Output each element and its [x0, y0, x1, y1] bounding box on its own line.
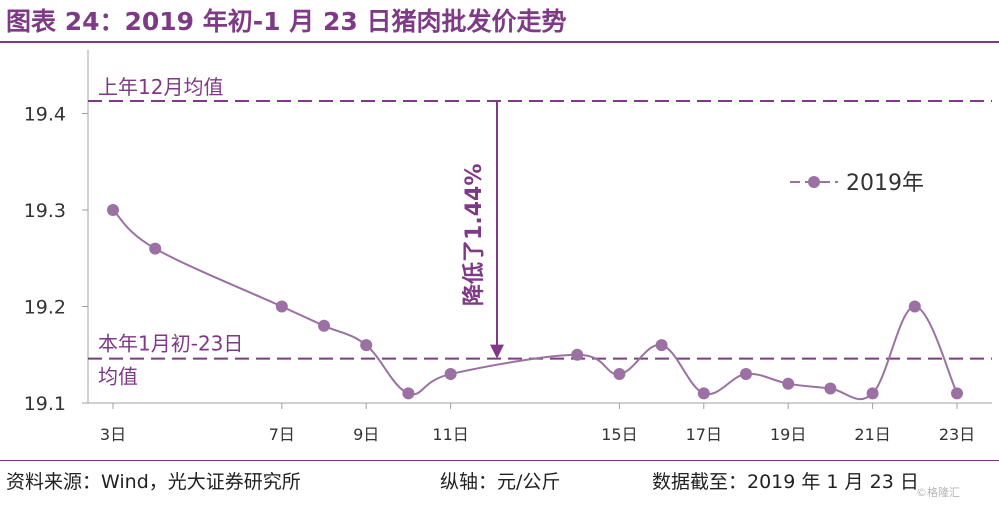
- title-rule: [0, 41, 999, 43]
- y-tick-label: 19.1: [24, 393, 66, 415]
- data-point: [360, 339, 373, 352]
- watermark: ©格隆汇: [916, 486, 960, 499]
- x-tick-label: 11日: [432, 425, 468, 444]
- footer-rule: [0, 460, 999, 461]
- data-point: [908, 300, 921, 313]
- y-tick-label: 19.2: [24, 297, 66, 319]
- line-chart: 19.1 19.2 19.3 19.4 3日 7日 9日 11日 15日 17日 19日 21日 23日…: [24, 50, 992, 444]
- data-point: [318, 319, 330, 332]
- decline-annotation: 降低了1.44%: [462, 164, 487, 306]
- data-point: [275, 300, 288, 313]
- decline-arrow-head: [490, 344, 504, 359]
- x-tick-label: 3日: [100, 425, 126, 444]
- x-tick-label: 9日: [353, 425, 379, 444]
- x-tick-label: 15日: [601, 425, 637, 444]
- data-point: [866, 387, 879, 400]
- reference-label-this-january: 本年1月初-23日: [98, 332, 243, 356]
- axis-unit-note: 纵轴：元/公斤: [440, 471, 561, 493]
- y-tick-label: 19.3: [24, 200, 66, 222]
- x-tick-label: 23日: [939, 425, 975, 444]
- x-tick-label: 21日: [854, 425, 890, 444]
- data-point: [782, 377, 795, 390]
- x-tick-label: 19日: [770, 425, 806, 444]
- figure-title: 图表 24：2019 年初-1 月 23 日猪肉批发价走势: [6, 7, 567, 36]
- data-point: [824, 382, 837, 395]
- data-point: [655, 339, 668, 352]
- data-point: [740, 368, 752, 381]
- series-line-2019: [112, 209, 958, 401]
- data-point: [951, 387, 963, 400]
- source-note: 资料来源：Wind，光大证券研究所: [6, 471, 301, 493]
- reference-label-this-january-suffix: 均值: [98, 365, 138, 389]
- x-tick-label: 17日: [686, 425, 722, 444]
- legend-marker: [808, 176, 820, 188]
- legend-label: 2019年: [846, 171, 924, 196]
- data-date-note: 数据截至：2019 年 1 月 23 日: [652, 471, 919, 493]
- data-point: [571, 348, 584, 361]
- data-point: [107, 204, 119, 216]
- data-point: [613, 368, 626, 381]
- data-point: [402, 387, 415, 400]
- reference-label-last-december: 上年12月均值: [98, 75, 223, 99]
- data-point: [149, 242, 162, 255]
- data-point: [444, 368, 457, 381]
- x-tick-label: 7日: [269, 425, 295, 444]
- y-tick-label: 19.4: [24, 104, 66, 126]
- data-point: [697, 387, 710, 400]
